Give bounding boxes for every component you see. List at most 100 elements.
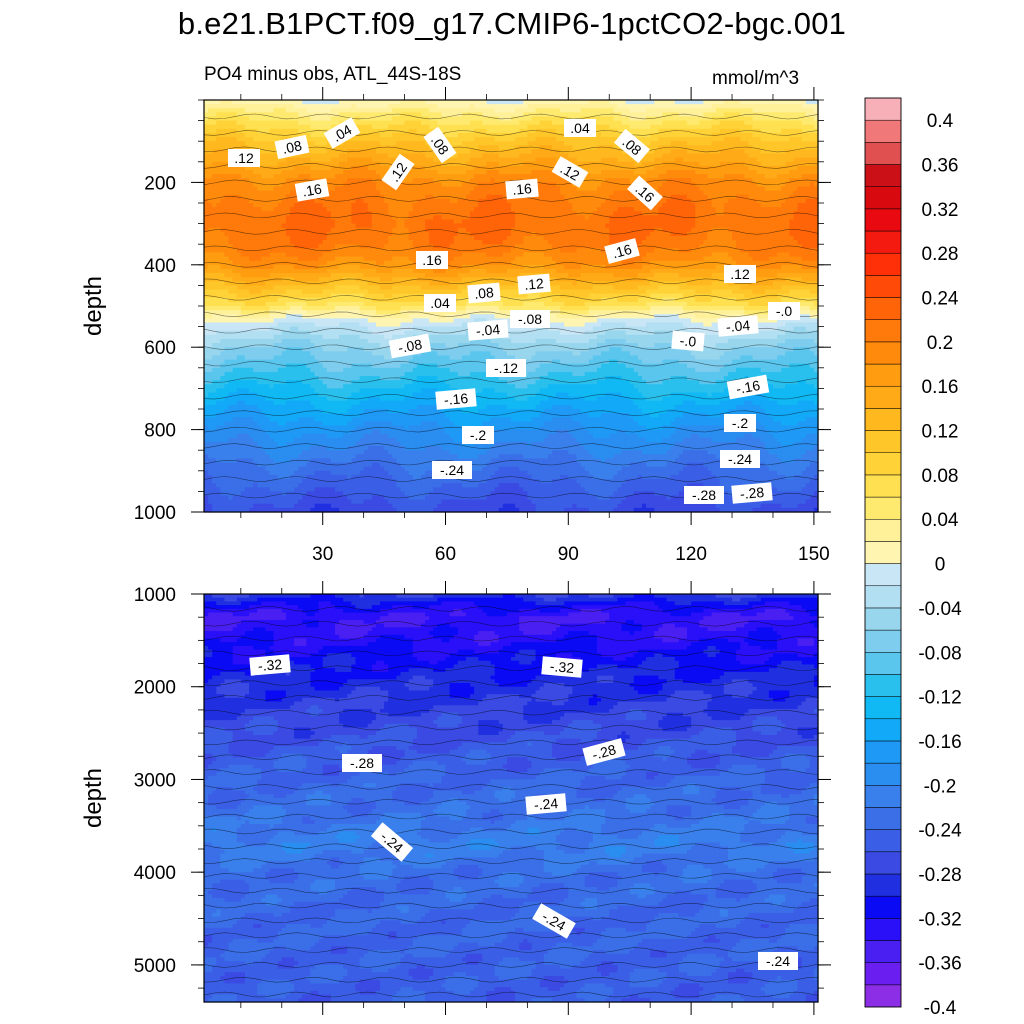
field-cell [560, 141, 565, 146]
field-cell [343, 223, 348, 229]
field-cell [380, 104, 385, 109]
field-cell [564, 227, 569, 233]
field-cell [650, 231, 655, 237]
field-cell [486, 157, 492, 163]
field-cell [613, 198, 619, 204]
field-cell [277, 124, 283, 130]
field-cell [498, 215, 504, 221]
field-cell [404, 190, 410, 196]
field-cell [408, 112, 414, 118]
field-cell [539, 153, 545, 159]
field-cell [813, 116, 819, 122]
field-cell [785, 128, 790, 134]
field-cell [416, 153, 422, 159]
field-cell [560, 145, 565, 151]
field-cell [285, 194, 291, 200]
field-cell [781, 165, 786, 171]
field-cell [490, 108, 496, 113]
field-cell [478, 190, 483, 196]
field-cell [367, 182, 373, 188]
field-cell [326, 149, 332, 155]
field-cell [384, 219, 389, 225]
field-cell [699, 194, 704, 200]
field-cell [232, 235, 238, 241]
field-cell [605, 161, 610, 167]
field-cell [224, 194, 230, 200]
field-cell [719, 145, 725, 151]
field-cell [347, 235, 352, 241]
field-cell [515, 227, 520, 233]
field-cell [605, 215, 610, 221]
field-cell [351, 219, 357, 225]
field-cell [416, 124, 422, 130]
field-cell [433, 170, 438, 175]
field-cell [490, 100, 496, 105]
field-cell [400, 186, 406, 192]
field-cell [658, 165, 664, 171]
field-cell [719, 149, 725, 155]
field-cell [212, 235, 217, 241]
field-cell [453, 141, 459, 146]
field-cell [355, 153, 361, 159]
field-cell [351, 170, 357, 175]
field-cell [289, 182, 295, 188]
field-cell [502, 141, 508, 146]
field-cell [560, 223, 565, 229]
field-cell [732, 227, 737, 233]
field-cell [572, 219, 578, 225]
field-cell [703, 100, 709, 105]
field-cell [355, 104, 361, 109]
field-cell [539, 120, 545, 126]
field-cell [273, 153, 279, 159]
field-cell [281, 219, 287, 225]
field-cell [617, 178, 623, 183]
field-cell [204, 231, 209, 237]
field-cell [310, 203, 316, 208]
field-cell [388, 112, 393, 118]
field-cell [355, 235, 361, 241]
field-cell [269, 198, 275, 204]
field-cell [412, 219, 418, 225]
field-cell [674, 190, 680, 196]
field-cell [412, 124, 418, 130]
field-cell [355, 145, 361, 151]
field-cell [375, 235, 381, 241]
field-cell [715, 190, 721, 196]
field-cell [506, 215, 512, 221]
field-cell [596, 104, 602, 109]
field-cell [429, 124, 434, 130]
field-cell [244, 219, 250, 225]
field-cell [441, 223, 447, 229]
field-cell [764, 186, 770, 192]
field-cell [408, 186, 414, 192]
field-cell [580, 137, 586, 142]
field-cell [486, 153, 492, 159]
field-cell [232, 215, 238, 221]
field-cell [457, 132, 463, 138]
field-cell [261, 124, 266, 130]
field-cell [457, 219, 463, 225]
field-cell [658, 149, 664, 155]
field-cell [244, 198, 250, 204]
field-cell [564, 145, 569, 151]
field-cell [768, 116, 774, 122]
field-cell [425, 120, 430, 126]
field-cell [617, 186, 623, 192]
field-cell [474, 178, 479, 183]
field-cell [314, 223, 320, 229]
field-cell [699, 137, 704, 142]
field-cell [760, 120, 766, 126]
field-cell [785, 104, 790, 109]
field-cell [543, 120, 549, 126]
field-cell [809, 211, 815, 216]
field-cell [801, 203, 807, 208]
field-cell [257, 137, 262, 142]
field-cell [768, 170, 774, 175]
field-cell [249, 215, 254, 221]
field-cell [416, 100, 422, 105]
field-cell [310, 149, 316, 155]
field-cell [470, 141, 475, 146]
field-cell [359, 124, 365, 130]
field-cell [261, 207, 266, 212]
field-cell [793, 198, 799, 204]
